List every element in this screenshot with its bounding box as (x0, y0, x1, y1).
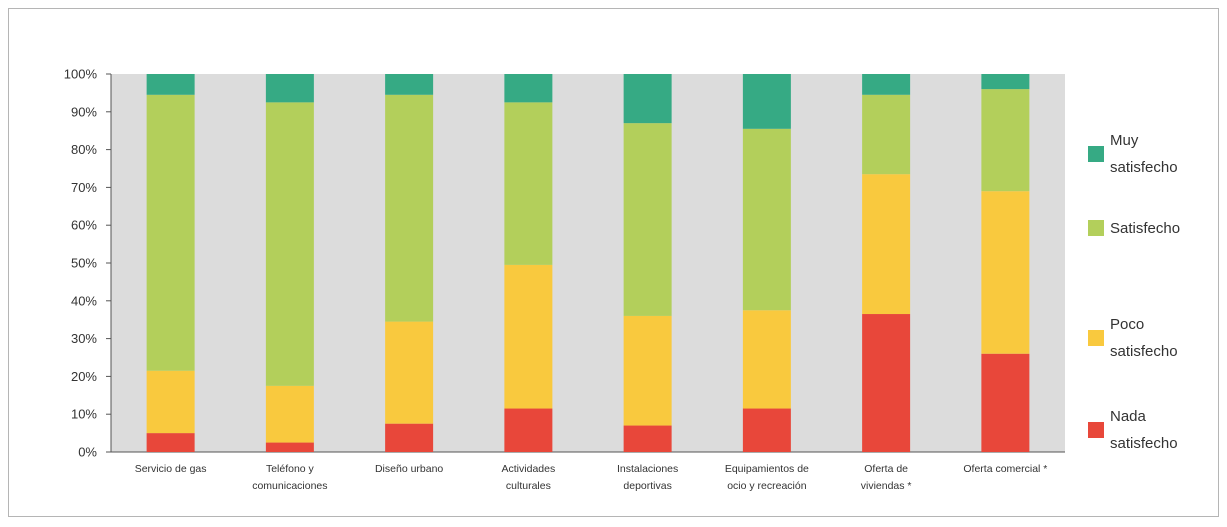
bar-segment-poco-satisfecho (623, 315, 672, 426)
legend-swatch (1088, 146, 1104, 162)
bar-segment-satisfecho (265, 102, 314, 386)
y-tick-label: 0% (78, 445, 97, 460)
bar-segment-satisfecho (742, 128, 791, 311)
bar-segment-nada-satisfecho (385, 423, 434, 452)
legend-label: Nada satisfecho (1110, 408, 1178, 452)
bar-segment-poco-satisfecho (742, 310, 791, 409)
bar-segment-satisfecho (862, 94, 911, 175)
bar-segment-muy-satisfecho (265, 74, 314, 103)
bar-segment-muy-satisfecho (385, 74, 434, 95)
x-category-label: Oferta de viviendas * (861, 463, 912, 492)
legend-swatch (1088, 330, 1104, 346)
bar-segment-nada-satisfecho (623, 425, 672, 452)
bar-segment-poco-satisfecho (146, 370, 195, 434)
plot-area (111, 74, 1065, 452)
bar-segment-satisfecho (981, 89, 1030, 192)
bar-segment-satisfecho (146, 94, 195, 371)
x-category-label: Diseño urbano (375, 463, 443, 475)
y-tick-label: 20% (71, 369, 97, 384)
bar-segment-poco-satisfecho (862, 174, 911, 315)
bar-segment-nada-satisfecho (981, 353, 1030, 452)
y-tick-label: 10% (71, 407, 97, 422)
y-tick-label: 100% (64, 67, 98, 82)
bar-segment-satisfecho (623, 123, 672, 316)
bar-segment-nada-satisfecho (742, 408, 791, 452)
bar-segment-nada-satisfecho (504, 408, 553, 452)
bar-segment-muy-satisfecho (504, 74, 553, 103)
bar-segment-poco-satisfecho (504, 264, 553, 409)
bar-segment-muy-satisfecho (862, 74, 911, 95)
legend-swatch (1088, 220, 1104, 236)
bar-segment-muy-satisfecho (146, 74, 195, 95)
bar-segment-muy-satisfecho (981, 74, 1030, 90)
y-tick-label: 90% (71, 104, 97, 119)
x-category-label: Instalaciones deportivas (617, 463, 678, 492)
bar-segment-poco-satisfecho (981, 191, 1030, 354)
legend-label: Poco satisfecho (1110, 316, 1178, 360)
bar-segment-satisfecho (385, 94, 434, 322)
x-category-label: Actividades culturales (502, 463, 556, 492)
bar-segment-poco-satisfecho (265, 385, 314, 443)
bar-segment-muy-satisfecho (623, 74, 672, 124)
legend-label: Satisfecho (1110, 220, 1180, 237)
y-tick-label: 70% (71, 180, 97, 195)
y-tick-label: 40% (71, 293, 97, 308)
y-tick-label: 30% (71, 331, 97, 346)
y-tick-label: 60% (71, 218, 97, 233)
x-category-label: Teléfono y comunicaciones (252, 463, 327, 492)
bar-segment-poco-satisfecho (385, 321, 434, 424)
y-tick-label: 50% (71, 256, 97, 271)
bar-segment-muy-satisfecho (742, 74, 791, 129)
y-tick-label: 80% (71, 142, 97, 157)
x-category-label: Oferta comercial * (963, 463, 1047, 475)
bar-segment-nada-satisfecho (862, 314, 911, 452)
bar-segment-satisfecho (504, 102, 553, 265)
bar-segment-nada-satisfecho (265, 442, 314, 452)
x-category-label: Equipamientos de ocio y recreación (725, 463, 809, 492)
legend-label: Muy satisfecho (1110, 132, 1178, 176)
x-category-label: Servicio de gas (135, 463, 207, 475)
legend-swatch (1088, 422, 1104, 438)
bar-segment-nada-satisfecho (146, 433, 195, 452)
